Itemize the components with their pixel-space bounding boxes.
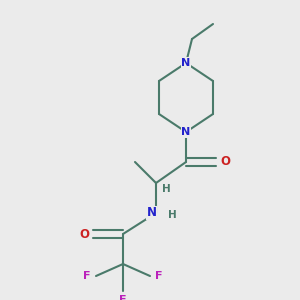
Text: H: H xyxy=(168,209,177,220)
Text: O: O xyxy=(220,155,230,169)
Text: N: N xyxy=(182,58,190,68)
Text: N: N xyxy=(182,127,190,137)
Text: F: F xyxy=(119,295,127,300)
Text: H: H xyxy=(162,184,171,194)
Text: O: O xyxy=(79,227,89,241)
Text: F: F xyxy=(155,271,163,281)
Text: F: F xyxy=(83,271,91,281)
Text: N: N xyxy=(146,206,157,220)
